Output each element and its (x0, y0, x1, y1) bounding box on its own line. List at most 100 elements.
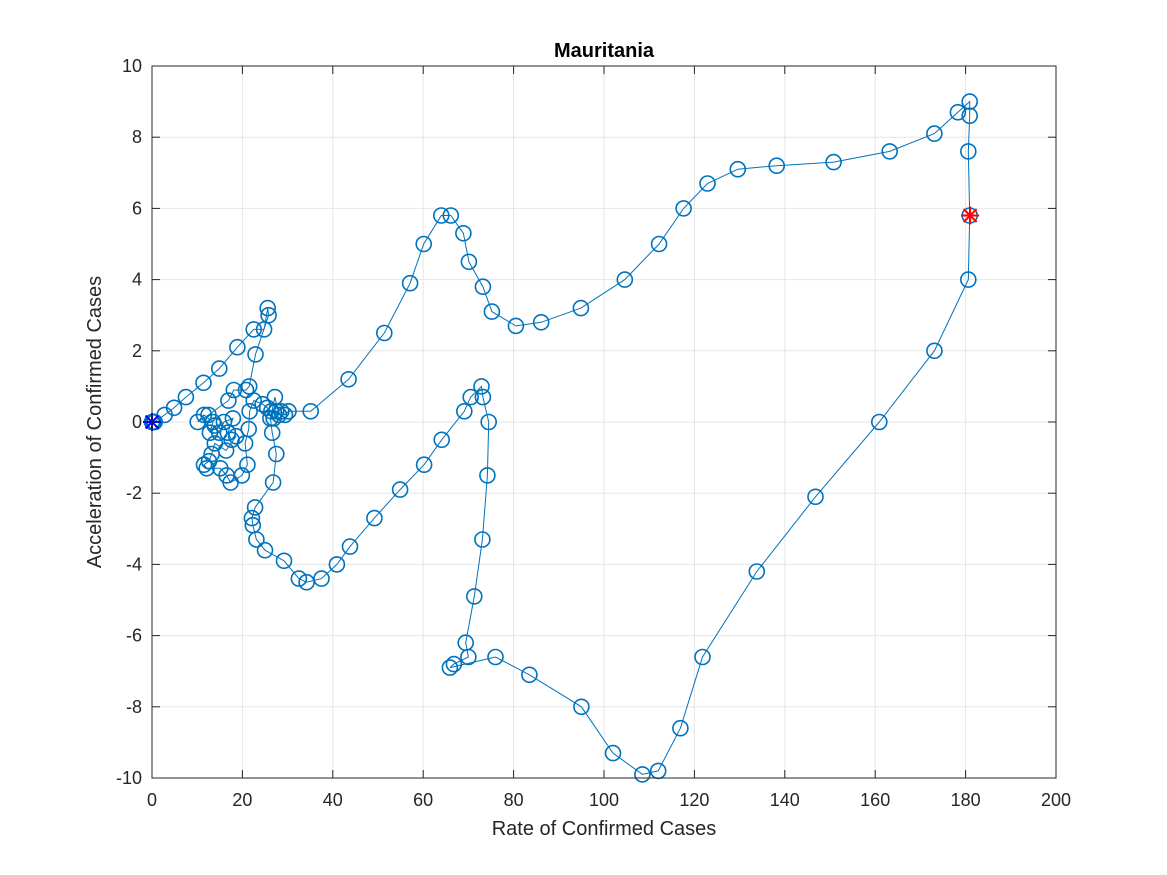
data-point (474, 531, 491, 548)
data-point (729, 160, 747, 178)
data-point (462, 388, 480, 406)
data-point (276, 406, 294, 424)
data-point (260, 306, 277, 324)
data-point (474, 278, 492, 296)
data-point (248, 531, 265, 548)
x-tick-label: 140 (770, 790, 800, 810)
data-point (881, 143, 899, 160)
data-point (572, 299, 590, 317)
data-point (206, 435, 224, 452)
data-point (266, 388, 284, 406)
x-tick-label: 200 (1041, 790, 1071, 810)
data-point (211, 360, 228, 377)
data-point (465, 588, 483, 605)
y-tick-label: 0 (132, 412, 142, 432)
data-point (245, 392, 262, 409)
x-tick-label: 40 (323, 790, 343, 810)
y-tick-label: -10 (116, 768, 142, 788)
y-tick-label: -8 (126, 697, 142, 717)
end-marker (961, 206, 980, 225)
x-tick-label: 120 (679, 790, 709, 810)
data-point (455, 225, 472, 242)
data-point (264, 474, 282, 491)
data-point (246, 499, 264, 516)
y-tick-label: -6 (126, 626, 142, 646)
data-point (302, 402, 320, 420)
data-point (432, 207, 450, 224)
data-point (961, 93, 979, 110)
x-tick-label: 20 (232, 790, 252, 810)
data-point (215, 413, 233, 431)
data-point (247, 346, 264, 363)
data-point (433, 431, 451, 449)
data-point (245, 321, 262, 338)
x-tick-label: 60 (413, 790, 433, 810)
data-point (233, 467, 251, 484)
data-point (672, 719, 689, 737)
data-point (479, 467, 496, 484)
data-point (340, 370, 357, 388)
data-point (224, 410, 242, 427)
data-point (455, 402, 473, 420)
data-point (473, 378, 490, 395)
data-point (694, 648, 711, 666)
data-point (275, 552, 293, 570)
data-point (263, 424, 281, 442)
data-point (195, 456, 213, 474)
data-point (229, 338, 246, 356)
data-point (237, 381, 255, 399)
data-point (521, 666, 538, 684)
data-point (604, 744, 622, 762)
x-axis-ticks: 0 20 40 60 80 100 120 140 160 180 200 (147, 66, 1071, 810)
data-point (483, 303, 501, 320)
data-point (460, 253, 478, 271)
x-tick-label: 180 (951, 790, 981, 810)
data-point (480, 413, 498, 431)
data-point (256, 541, 274, 559)
data-point (634, 766, 651, 783)
data-point (650, 235, 668, 253)
series-layer (143, 93, 979, 783)
data-point (807, 488, 824, 506)
data-point (195, 374, 212, 392)
data-point (165, 399, 183, 417)
x-tick-label: 100 (589, 790, 619, 810)
data-point (313, 570, 330, 587)
data-point (415, 235, 433, 253)
data-point (243, 509, 261, 527)
data-point (460, 648, 477, 666)
data-point (366, 509, 383, 527)
data-point (474, 388, 492, 406)
data-point (487, 648, 504, 666)
y-axis-label: Acceleration of Confirmed Cases (84, 276, 106, 568)
data-point (675, 200, 692, 217)
data-point (442, 207, 460, 224)
y-tick-label: 10 (122, 56, 142, 76)
data-point (280, 402, 297, 420)
data-point (241, 402, 258, 420)
data-point (270, 406, 288, 424)
data-point (401, 274, 419, 292)
data-point (748, 563, 766, 580)
data-point (768, 157, 786, 174)
data-point (328, 556, 346, 573)
data-point (272, 402, 290, 420)
x-tick-label: 0 (147, 790, 157, 810)
data-point (573, 698, 590, 716)
data-point (211, 424, 228, 442)
data-point (240, 420, 257, 438)
y-tick-label: -4 (126, 554, 142, 574)
data-point (267, 445, 285, 463)
x-tick-label: 160 (860, 790, 890, 810)
series-line (152, 100, 971, 775)
y-tick-label: 2 (132, 341, 142, 361)
data-point (220, 392, 237, 409)
data-point (203, 445, 220, 463)
chart-title: Mauritania (554, 40, 655, 62)
x-tick-label: 80 (504, 790, 524, 810)
x-axis-label: Rate of Confirmed Cases (492, 818, 717, 840)
data-point (290, 570, 308, 587)
data-point (415, 456, 433, 474)
data-point (926, 342, 943, 360)
